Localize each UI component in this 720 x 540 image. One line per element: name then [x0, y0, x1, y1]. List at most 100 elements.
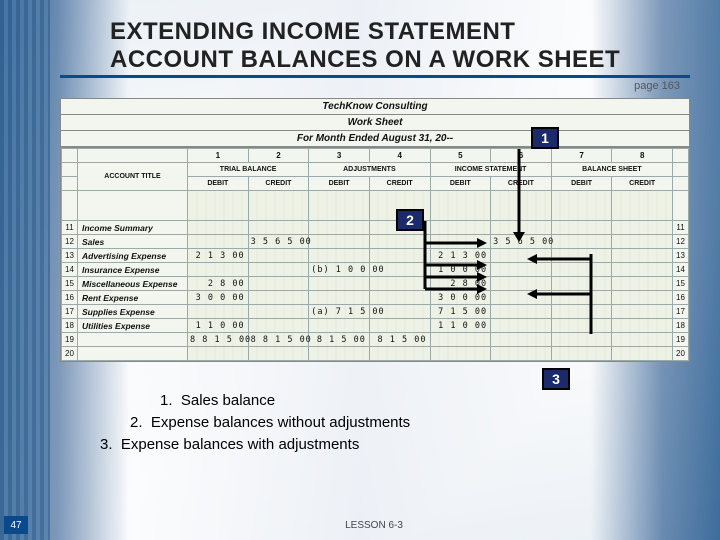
cell [309, 291, 370, 305]
cell [309, 347, 370, 361]
row-num: 15 [673, 277, 689, 291]
cell [612, 235, 673, 249]
colnum: 5 [430, 149, 491, 163]
cell [369, 319, 430, 333]
cell [369, 291, 430, 305]
sub-header: CREDIT [612, 177, 673, 191]
title-line2: ACCOUNT BALANCES ON A WORK SHEET [110, 46, 620, 73]
colnum: 4 [369, 149, 430, 163]
arrow-2 [423, 219, 513, 309]
footer: 47 LESSON 6-3 [0, 516, 720, 534]
cell [309, 235, 370, 249]
row-num: 20 [673, 347, 689, 361]
badge-2: 2 [396, 209, 424, 231]
page-reference: page 163 [60, 80, 680, 92]
row-num: 15 [62, 277, 78, 291]
cell [430, 333, 491, 347]
cell [612, 305, 673, 319]
acct-title: Supplies Expense [78, 305, 188, 319]
spacer-row [62, 191, 689, 221]
cell [612, 249, 673, 263]
colnum: 2 [248, 149, 309, 163]
cell: 3 5 6 5 00 [248, 235, 309, 249]
row-num: 13 [62, 249, 78, 263]
cell [188, 221, 249, 235]
cell [248, 291, 309, 305]
cell [369, 235, 430, 249]
acct-title: Miscellaneous Expense [78, 277, 188, 291]
acct-title: Utilities Expense [78, 319, 188, 333]
cell: 8 1 5 00 [369, 333, 430, 347]
row-num: 19 [62, 333, 78, 347]
row-num: 18 [673, 319, 689, 333]
cell: 8 8 1 5 00 [248, 333, 309, 347]
cell [309, 221, 370, 235]
sub-header: CREDIT [248, 177, 309, 191]
acct-title [78, 333, 188, 347]
table-row: 11Income Summary11 [62, 221, 689, 235]
row-num: 17 [62, 305, 78, 319]
note-1: 1. Sales balance [160, 390, 690, 412]
colnum: 1 [188, 149, 249, 163]
acct-title: Income Summary [78, 221, 188, 235]
row-num: 12 [62, 235, 78, 249]
table-row: 12Sales3 5 6 5 003 5 6 5 0012 [62, 235, 689, 249]
table-row: 2020 [62, 347, 689, 361]
cell [369, 249, 430, 263]
cell [612, 291, 673, 305]
row-num: 13 [673, 249, 689, 263]
cell: 1 1 0 00 [430, 319, 491, 333]
note-2: 2. Expense balances without adjustments [130, 412, 690, 434]
row-num: 16 [62, 291, 78, 305]
cell: 2 1 3 00 [188, 249, 249, 263]
cell [309, 319, 370, 333]
row-num: 17 [673, 305, 689, 319]
notes-list: 1. Sales balance 2. Expense balances wit… [100, 390, 690, 455]
cell [309, 249, 370, 263]
acct-title: Sales [78, 235, 188, 249]
cell [612, 277, 673, 291]
arrow-1 [509, 147, 589, 247]
cell [430, 347, 491, 361]
cell [188, 305, 249, 319]
cell: 1 1 0 00 [188, 319, 249, 333]
row-num: 14 [673, 263, 689, 277]
cell [612, 319, 673, 333]
acct-title: Rent Expense [78, 291, 188, 305]
sub-header: DEBIT [188, 177, 249, 191]
cell [612, 333, 673, 347]
column-numbers-row: 1 2 3 4 5 6 7 8 [62, 149, 689, 163]
title-line1: EXTENDING INCOME STATEMENT [110, 18, 515, 45]
worksheet-period: For Month Ended August 31, 20-- [61, 131, 689, 148]
cell [188, 263, 249, 277]
cell: (b) 1 0 0 00 [309, 263, 370, 277]
worksheet-label: Work Sheet [61, 115, 689, 131]
group-header: ADJUSTMENTS [309, 163, 430, 177]
title-underline [60, 75, 690, 78]
sub-header: DEBIT [430, 177, 491, 191]
cell [248, 263, 309, 277]
cell [248, 277, 309, 291]
cell [369, 277, 430, 291]
group-header: TRIAL BALANCE [188, 163, 309, 177]
row-num: 19 [673, 333, 689, 347]
cell [369, 347, 430, 361]
arrow-3 [521, 249, 601, 339]
colnum: 8 [612, 149, 673, 163]
cell [551, 347, 612, 361]
sub-header: CREDIT [369, 177, 430, 191]
badge-1: 1 [531, 127, 559, 149]
cell [248, 305, 309, 319]
row-num: 12 [673, 235, 689, 249]
row-num: 16 [673, 291, 689, 305]
cell [612, 221, 673, 235]
acct-title-header: ACCOUNT TITLE [78, 163, 188, 191]
colnum: 3 [309, 149, 370, 163]
cell: 8 8 1 5 00 [188, 333, 249, 347]
sub-header: DEBIT [309, 177, 370, 191]
cell [188, 347, 249, 361]
cell [248, 347, 309, 361]
acct-title [78, 347, 188, 361]
row-num: 14 [62, 263, 78, 277]
worksheet: TechKnow Consulting Work Sheet For Month… [60, 98, 690, 362]
